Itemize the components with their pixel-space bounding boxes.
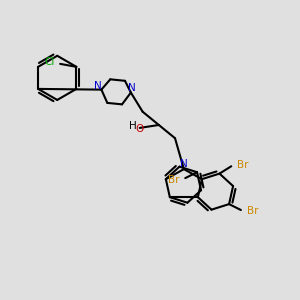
Text: Br: Br <box>168 175 179 184</box>
Text: N: N <box>94 81 102 91</box>
Text: N: N <box>180 159 188 169</box>
Text: H: H <box>129 122 137 131</box>
Text: Br: Br <box>237 160 249 170</box>
Text: N: N <box>128 83 136 93</box>
Text: Cl: Cl <box>44 57 55 68</box>
Text: O: O <box>135 124 143 134</box>
Text: Br: Br <box>247 206 258 217</box>
